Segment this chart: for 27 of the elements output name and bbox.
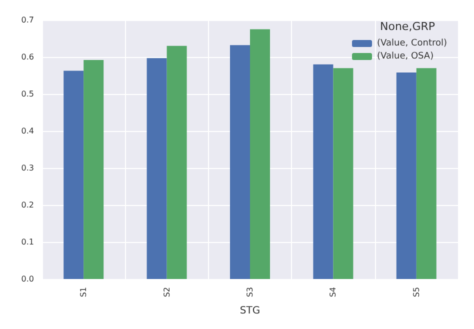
- legend-label: (Value, Control): [377, 38, 448, 48]
- y-tick-label: 0.2: [21, 200, 34, 210]
- y-tick-label: 0.0: [21, 274, 34, 284]
- bar: [313, 64, 334, 279]
- bar: [416, 68, 436, 279]
- y-tick-label: 0.6: [21, 52, 34, 62]
- y-tick-label: 0.1: [21, 238, 34, 246]
- x-tick-label: S2: [162, 287, 172, 298]
- x-tick-label: S5: [412, 287, 421, 298]
- y-tick-label: 0.5: [21, 90, 34, 98]
- bar: [230, 45, 250, 279]
- x-tick-label: S3: [246, 287, 254, 298]
- x-tick-label: S4: [328, 287, 338, 298]
- bar: [250, 29, 270, 279]
- bar: [146, 58, 167, 279]
- legend-title: None,GRP: [380, 20, 436, 33]
- bar: [333, 68, 354, 279]
- x-tick-label: S1: [79, 287, 88, 298]
- bar: [166, 46, 187, 279]
- y-tick-label: 0.3: [21, 164, 34, 172]
- bar: [84, 60, 104, 279]
- legend-label: (Value, OSA): [377, 52, 434, 62]
- y-tick-label: 0.7: [21, 16, 34, 24]
- bar: [396, 72, 416, 279]
- bar: [64, 70, 84, 279]
- x-axis-title: STG: [240, 306, 260, 316]
- y-tick-label: 0.4: [21, 126, 34, 136]
